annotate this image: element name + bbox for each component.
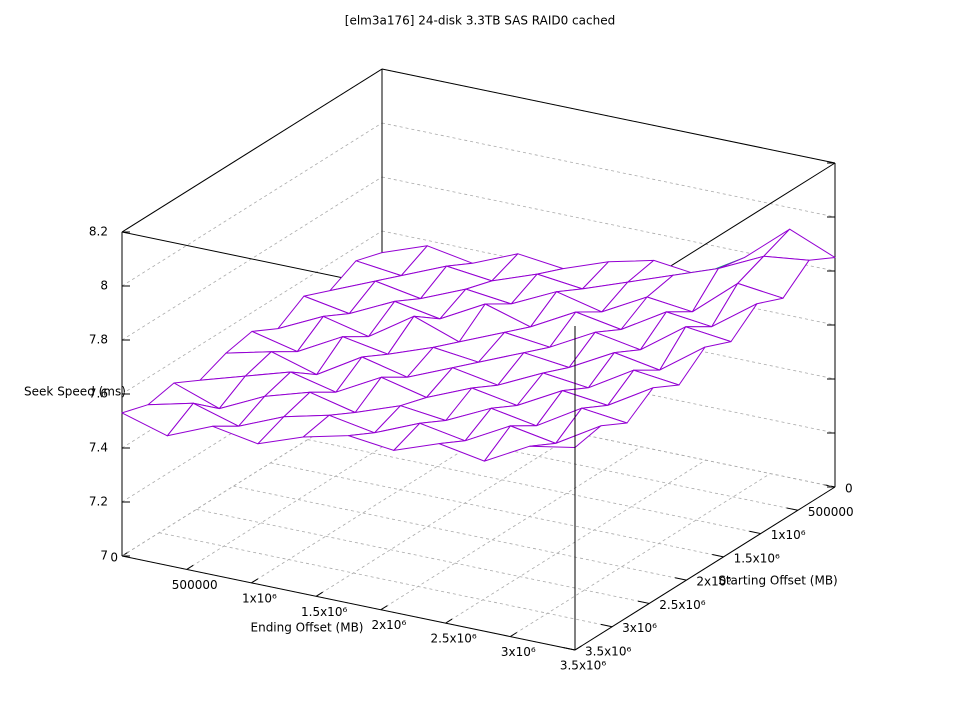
x-tick (510, 632, 518, 637)
x-tick (445, 618, 453, 624)
y-tick (749, 530, 761, 535)
grid-line (196, 509, 650, 604)
grid-line (381, 230, 836, 326)
y-tick-label: 2.5x10⁶ (659, 598, 705, 612)
axis-line (121, 555, 576, 651)
chart-title: [elm3a176] 24-disk 3.3TB SAS RAID0 cache… (345, 14, 615, 28)
grid-line (381, 338, 836, 434)
x-tick (315, 591, 323, 597)
x-tick-label: 1x10⁶ (242, 591, 277, 605)
axis-line (121, 68, 383, 233)
grid-line (381, 122, 836, 218)
z-tick-label: 7.4 (89, 441, 108, 455)
grid-line (381, 284, 836, 380)
y-tick-label: 500000 (808, 505, 854, 519)
z-axis-label: Seek Speed (ms) (24, 385, 126, 399)
axis-line (574, 486, 836, 651)
y-tick-label: 0 (845, 482, 853, 496)
grid-line (380, 446, 642, 611)
x-tick-label: 0 (110, 551, 118, 565)
z-tick-label: 7.8 (89, 333, 108, 347)
z-tick-label: 8.2 (89, 225, 108, 239)
x-tick-label: 3.5x10⁶ (560, 659, 606, 673)
x-tick-label: 1.5x10⁶ (301, 605, 347, 619)
x-tick-label: 500000 (172, 578, 218, 592)
grid-line (510, 473, 771, 637)
z-tick-label: 7.2 (89, 495, 108, 509)
y-tick (637, 600, 650, 604)
x-axis-label: Ending Offset (MB) (251, 621, 364, 635)
grid-line (270, 462, 724, 558)
grid-line (344, 415, 798, 511)
y-tick (712, 554, 724, 558)
y-tick-label: 2x10⁶ (696, 575, 731, 589)
grid-line (233, 485, 687, 581)
x-tick (186, 564, 194, 570)
y-tick-label: 3.5x10⁶ (585, 645, 631, 659)
y-tick (600, 623, 613, 628)
z-tick-label: 7.6 (89, 387, 108, 401)
grid-line (307, 439, 761, 534)
y-tick-label: 1.5x10⁶ (734, 551, 780, 565)
y-tick (675, 577, 687, 581)
grid-line (381, 392, 836, 488)
x-tick (380, 605, 388, 611)
z-tick-label: 8 (100, 279, 108, 293)
x-tick (251, 578, 259, 584)
x-tick-label: 2.5x10⁶ (430, 632, 476, 646)
grid-line (159, 532, 613, 628)
grid-line (315, 432, 577, 597)
y-tick-label: 3x10⁶ (622, 621, 657, 635)
z-tick-label: 7 (100, 549, 108, 563)
y-axis-label: Starting Offset (MB) (718, 574, 838, 588)
x-tick-label: 2x10⁶ (371, 618, 406, 632)
x-tick-label: 3x10⁶ (501, 645, 536, 659)
axis-line (381, 68, 836, 164)
grid-line (121, 122, 383, 287)
y-tick-label: 1x10⁶ (771, 528, 806, 542)
surface-cell (763, 228, 836, 261)
y-tick (786, 507, 798, 511)
